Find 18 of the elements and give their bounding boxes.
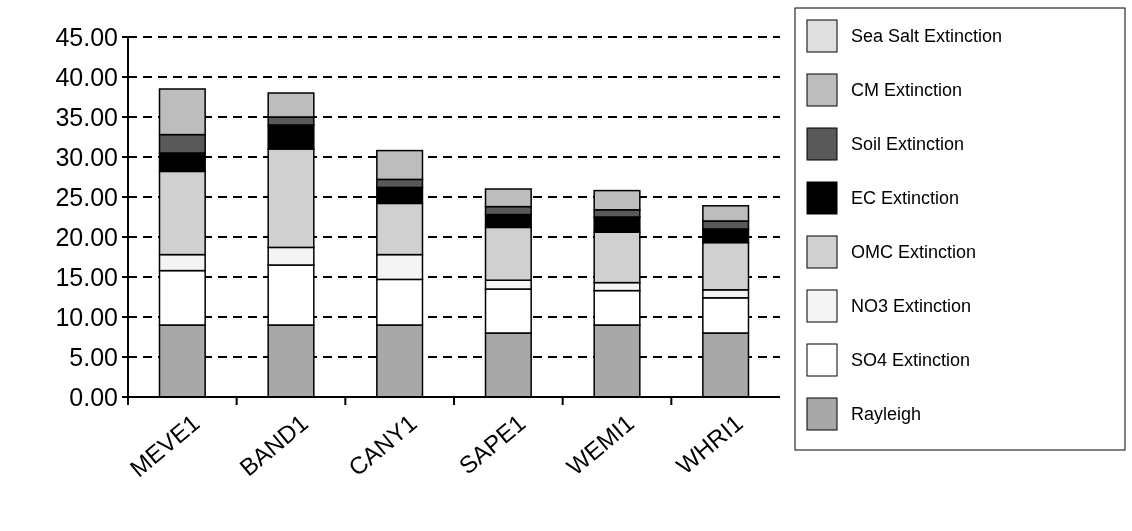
legend-label: SO4 Extinction bbox=[851, 350, 971, 371]
legend-label: Sea Salt Extinction bbox=[851, 26, 1003, 47]
legend-label: CM Extinction bbox=[851, 80, 963, 101]
y-tick-label: 20.00 bbox=[55, 222, 118, 251]
legend-label: NO3 Extinction bbox=[851, 296, 972, 317]
y-tick-label: 40.00 bbox=[55, 62, 118, 91]
legend-label: Rayleigh bbox=[851, 404, 922, 425]
y-tick-label: 15.00 bbox=[55, 262, 118, 291]
legend-label: Soil Extinction bbox=[851, 134, 965, 155]
y-tick-label: 30.00 bbox=[55, 142, 118, 171]
y-tick-label: 10.00 bbox=[55, 302, 118, 331]
y-tick-label: 45.00 bbox=[55, 22, 118, 51]
legend-label: EC Extinction bbox=[851, 188, 960, 209]
y-tick-label: 35.00 bbox=[55, 102, 118, 131]
y-tick-label: 0.00 bbox=[69, 382, 118, 411]
y-tick-label: 25.00 bbox=[55, 182, 118, 211]
y-tick-label: 5.00 bbox=[69, 342, 118, 371]
legend-label: OMC Extinction bbox=[851, 242, 977, 263]
